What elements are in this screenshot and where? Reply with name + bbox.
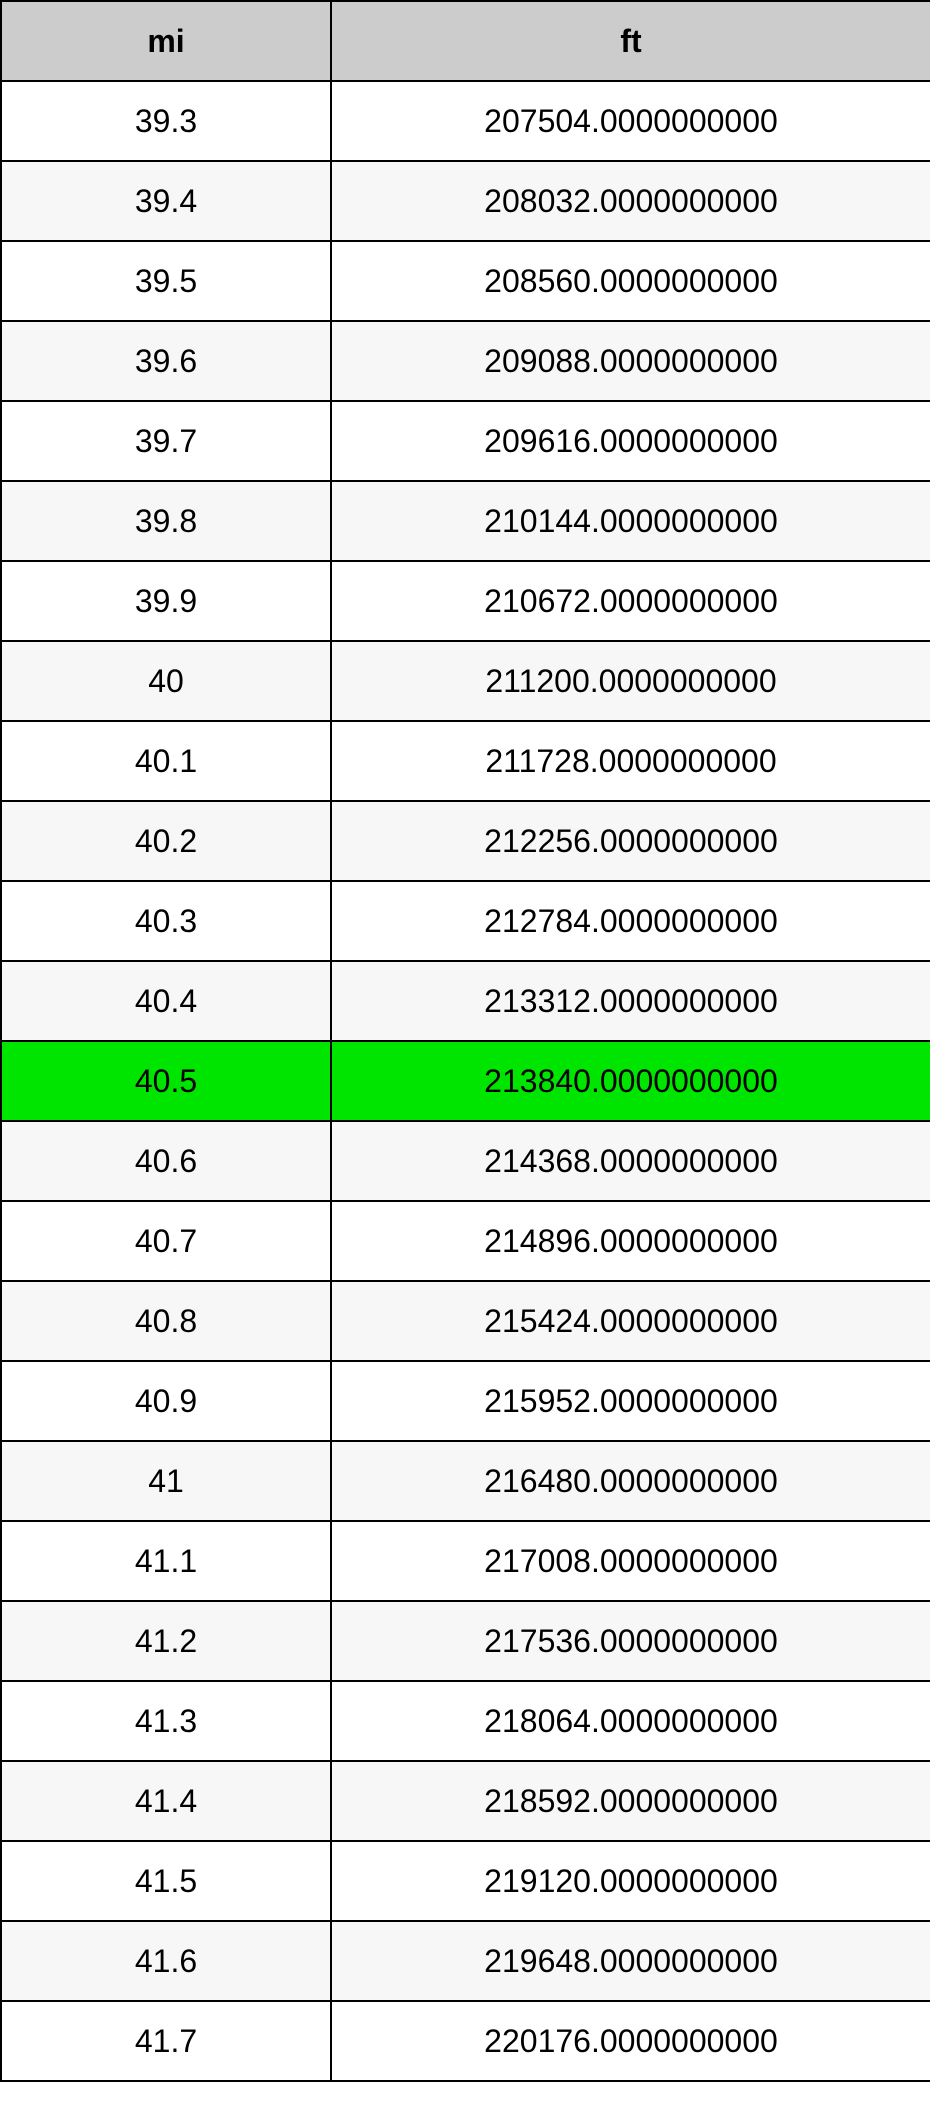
cell-ft: 218064.0000000000 (331, 1681, 930, 1761)
cell-mi: 40.5 (1, 1041, 331, 1121)
table-row: 41.5219120.0000000000 (1, 1841, 930, 1921)
table-row: 40.3212784.0000000000 (1, 881, 930, 961)
cell-mi: 41.2 (1, 1601, 331, 1681)
table-row: 40.9215952.0000000000 (1, 1361, 930, 1441)
table-body: 39.3207504.000000000039.4208032.00000000… (1, 81, 930, 2081)
table-row: 41.4218592.0000000000 (1, 1761, 930, 1841)
cell-mi: 40.8 (1, 1281, 331, 1361)
cell-ft: 209088.0000000000 (331, 321, 930, 401)
cell-mi: 39.8 (1, 481, 331, 561)
cell-mi: 39.6 (1, 321, 331, 401)
cell-ft: 211728.0000000000 (331, 721, 930, 801)
table-row: 41.1217008.0000000000 (1, 1521, 930, 1601)
cell-ft: 213840.0000000000 (331, 1041, 930, 1121)
table-row: 40.6214368.0000000000 (1, 1121, 930, 1201)
cell-ft: 207504.0000000000 (331, 81, 930, 161)
cell-ft: 213312.0000000000 (331, 961, 930, 1041)
table-row: 40.1211728.0000000000 (1, 721, 930, 801)
table-row: 41.7220176.0000000000 (1, 2001, 930, 2081)
cell-ft: 212256.0000000000 (331, 801, 930, 881)
table-row: 39.7209616.0000000000 (1, 401, 930, 481)
cell-ft: 216480.0000000000 (331, 1441, 930, 1521)
col-header-ft: ft (331, 1, 930, 81)
table-row: 39.4208032.0000000000 (1, 161, 930, 241)
cell-mi: 41.3 (1, 1681, 331, 1761)
cell-mi: 40.3 (1, 881, 331, 961)
cell-mi: 41.4 (1, 1761, 331, 1841)
cell-ft: 215952.0000000000 (331, 1361, 930, 1441)
cell-ft: 211200.0000000000 (331, 641, 930, 721)
cell-ft: 217536.0000000000 (331, 1601, 930, 1681)
table-row: 39.5208560.0000000000 (1, 241, 930, 321)
table-row: 40.2212256.0000000000 (1, 801, 930, 881)
cell-mi: 41 (1, 1441, 331, 1521)
cell-ft: 209616.0000000000 (331, 401, 930, 481)
cell-ft: 215424.0000000000 (331, 1281, 930, 1361)
table-row: 41.6219648.0000000000 (1, 1921, 930, 2001)
cell-ft: 218592.0000000000 (331, 1761, 930, 1841)
table-header-row: mi ft (1, 1, 930, 81)
cell-ft: 212784.0000000000 (331, 881, 930, 961)
cell-ft: 217008.0000000000 (331, 1521, 930, 1601)
cell-mi: 41.7 (1, 2001, 331, 2081)
table-row: 40211200.0000000000 (1, 641, 930, 721)
table-row: 40.7214896.0000000000 (1, 1201, 930, 1281)
table-row: 39.9210672.0000000000 (1, 561, 930, 641)
cell-ft: 210672.0000000000 (331, 561, 930, 641)
table-row: 39.3207504.0000000000 (1, 81, 930, 161)
table-row: 41216480.0000000000 (1, 1441, 930, 1521)
table-row: 39.8210144.0000000000 (1, 481, 930, 561)
cell-ft: 220176.0000000000 (331, 2001, 930, 2081)
cell-mi: 40 (1, 641, 331, 721)
cell-ft: 214896.0000000000 (331, 1201, 930, 1281)
col-header-mi: mi (1, 1, 331, 81)
table-row: 41.2217536.0000000000 (1, 1601, 930, 1681)
cell-mi: 41.1 (1, 1521, 331, 1601)
conversion-table: mi ft 39.3207504.000000000039.4208032.00… (0, 0, 930, 2082)
cell-mi: 39.4 (1, 161, 331, 241)
cell-ft: 210144.0000000000 (331, 481, 930, 561)
cell-mi: 40.4 (1, 961, 331, 1041)
cell-ft: 219648.0000000000 (331, 1921, 930, 2001)
cell-mi: 39.7 (1, 401, 331, 481)
cell-mi: 40.2 (1, 801, 331, 881)
cell-mi: 41.5 (1, 1841, 331, 1921)
cell-ft: 208560.0000000000 (331, 241, 930, 321)
table-row: 40.4213312.0000000000 (1, 961, 930, 1041)
cell-ft: 208032.0000000000 (331, 161, 930, 241)
cell-ft: 214368.0000000000 (331, 1121, 930, 1201)
cell-mi: 39.9 (1, 561, 331, 641)
cell-ft: 219120.0000000000 (331, 1841, 930, 1921)
cell-mi: 39.3 (1, 81, 331, 161)
table-row: 39.6209088.0000000000 (1, 321, 930, 401)
cell-mi: 41.6 (1, 1921, 331, 2001)
cell-mi: 40.1 (1, 721, 331, 801)
cell-mi: 40.9 (1, 1361, 331, 1441)
table-row: 41.3218064.0000000000 (1, 1681, 930, 1761)
conversion-table-container: mi ft 39.3207504.000000000039.4208032.00… (0, 0, 930, 2082)
cell-mi: 40.7 (1, 1201, 331, 1281)
table-row: 40.5213840.0000000000 (1, 1041, 930, 1121)
cell-mi: 40.6 (1, 1121, 331, 1201)
table-row: 40.8215424.0000000000 (1, 1281, 930, 1361)
cell-mi: 39.5 (1, 241, 331, 321)
